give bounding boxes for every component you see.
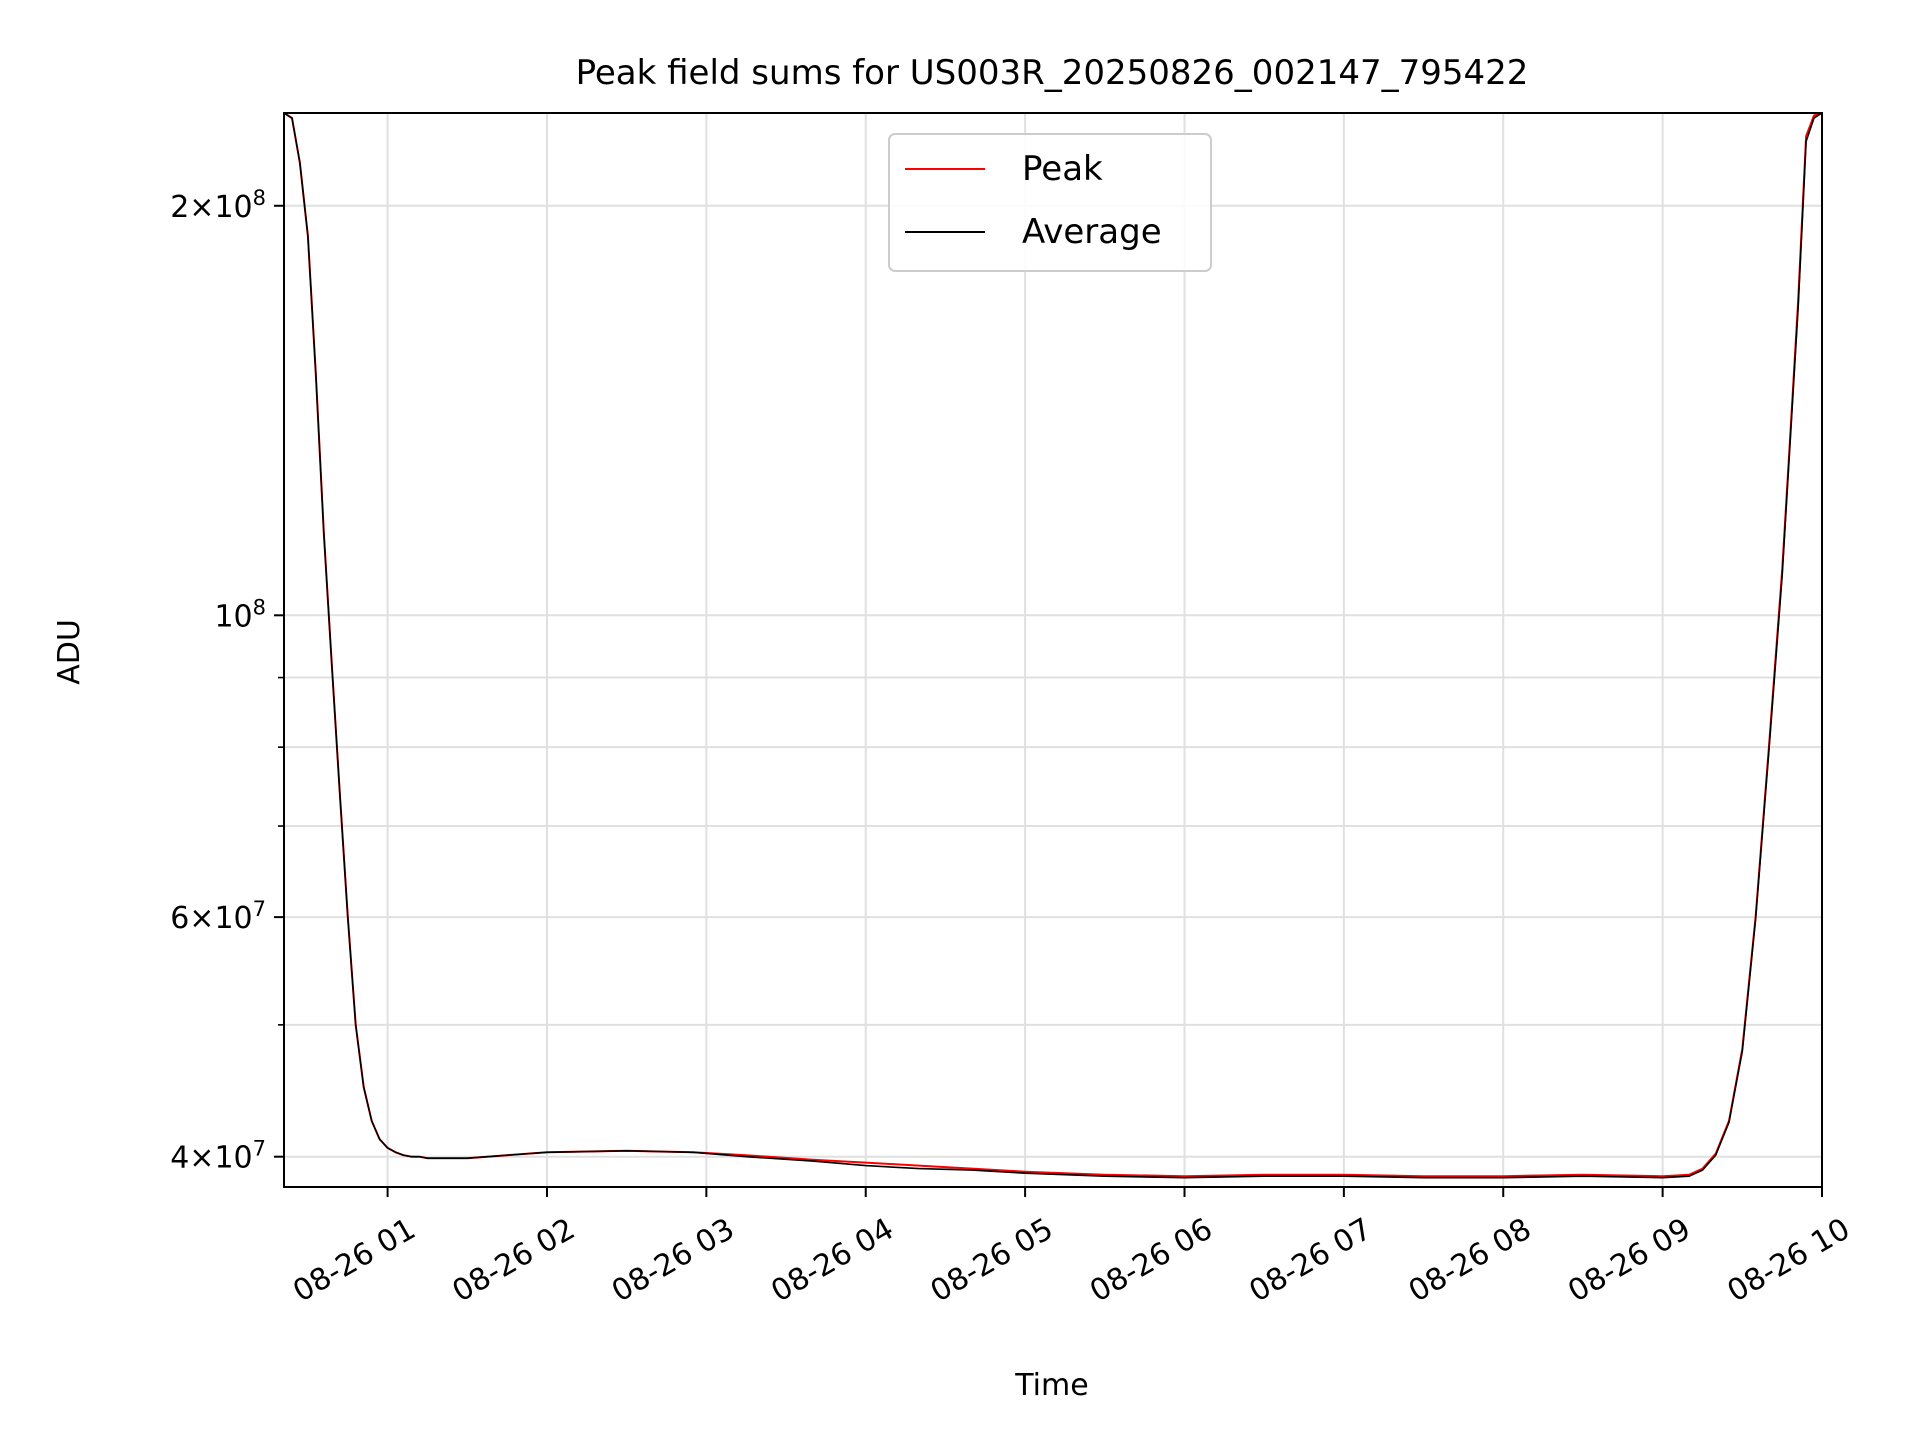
chart-title: Peak field sums for US003R_20250826_0021… <box>576 53 1529 93</box>
plot-lines <box>283 112 1823 1179</box>
y-tick-label: 6×107 <box>170 897 266 936</box>
legend-label-average: Average <box>1022 212 1162 252</box>
legend-label-peak: Peak <box>1022 149 1103 189</box>
y-tick-label: 4×107 <box>170 1137 266 1176</box>
legend: Peak Average <box>888 133 1212 272</box>
series-line-average <box>283 112 1823 1179</box>
axes-frame <box>283 112 1823 1188</box>
y-tick-label: 2×108 <box>170 186 266 225</box>
y-axis-label: ADU <box>52 619 87 685</box>
x-axis-label: Time <box>1014 1368 1088 1403</box>
